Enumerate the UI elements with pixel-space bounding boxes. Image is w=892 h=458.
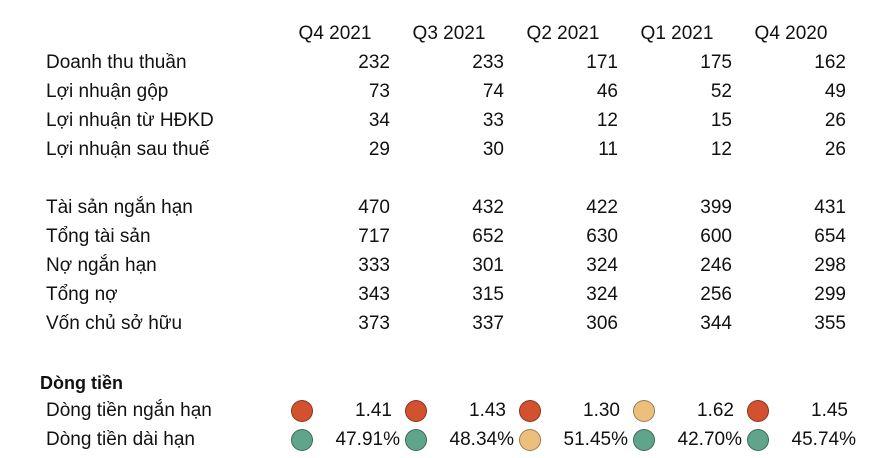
table-cell: 46 xyxy=(596,81,618,102)
status-indicator-icon xyxy=(291,400,313,422)
row-label: Doanh thu thuần xyxy=(46,52,187,73)
row-label: Tổng nợ xyxy=(46,284,118,305)
table-cell: 45.74% xyxy=(791,429,856,450)
table-cell: 26 xyxy=(824,139,846,160)
table-cell: 301 xyxy=(472,255,504,276)
status-indicator-icon xyxy=(633,400,655,422)
table-cell: 373 xyxy=(358,313,390,334)
table-cell: 652 xyxy=(472,226,504,247)
column-header: Q4 2020 xyxy=(754,23,828,44)
table-cell: 246 xyxy=(700,255,732,276)
row-label: Lợi nhuận gộp xyxy=(46,81,169,102)
table-cell: 654 xyxy=(814,226,846,247)
table-cell: 298 xyxy=(814,255,846,276)
table-cell: 74 xyxy=(482,81,504,102)
table-cell: 49 xyxy=(824,81,846,102)
table-cell: 422 xyxy=(586,197,618,218)
table-cell: 337 xyxy=(472,313,504,334)
row-label: Tài sản ngắn hạn xyxy=(46,197,193,218)
table-cell: 630 xyxy=(586,226,618,247)
status-indicator-icon xyxy=(747,400,769,422)
section-title: Dòng tiền xyxy=(40,373,123,393)
table-cell: 432 xyxy=(472,197,504,218)
table-cell: 344 xyxy=(700,313,732,334)
status-indicator-icon xyxy=(633,429,655,451)
table-cell: 399 xyxy=(700,197,732,218)
status-indicator-icon xyxy=(519,429,541,451)
table-cell: 30 xyxy=(482,139,504,160)
table-cell: 1.43 xyxy=(469,400,506,421)
table-cell: 600 xyxy=(700,226,732,247)
table-cell: 52 xyxy=(710,81,732,102)
table-cell: 324 xyxy=(586,284,618,305)
table-cell: 34 xyxy=(368,110,390,131)
table-cell: 233 xyxy=(472,52,504,73)
column-header: Q4 2021 xyxy=(298,23,372,44)
table-cell: 470 xyxy=(358,197,390,218)
column-header: Q1 2021 xyxy=(640,23,714,44)
column-header: Q2 2021 xyxy=(526,23,600,44)
row-label: Tổng tài sản xyxy=(46,226,151,247)
table-cell: 1.41 xyxy=(355,400,392,421)
status-indicator-icon xyxy=(405,429,427,451)
row-label: Nợ ngắn hạn xyxy=(46,255,157,276)
table-cell: 47.91% xyxy=(335,429,400,450)
status-indicator-icon xyxy=(291,429,313,451)
table-cell: 1.62 xyxy=(697,400,734,421)
row-label: Dòng tiền ngắn hạn xyxy=(46,400,212,421)
table-cell: 73 xyxy=(368,81,390,102)
row-label: Vốn chủ sở hữu xyxy=(46,313,183,334)
table-cell: 162 xyxy=(814,52,846,73)
table-cell: 175 xyxy=(700,52,732,73)
table-cell: 26 xyxy=(824,110,846,131)
table-cell: 1.30 xyxy=(583,400,620,421)
table-cell: 29 xyxy=(368,139,390,160)
table-cell: 12 xyxy=(596,110,618,131)
table-cell: 1.45 xyxy=(811,400,848,421)
table-cell: 333 xyxy=(358,255,390,276)
column-header: Q3 2021 xyxy=(412,23,486,44)
table-cell: 11 xyxy=(598,139,618,160)
table-cell: 171 xyxy=(586,52,618,73)
table-cell: 299 xyxy=(814,284,846,305)
table-cell: 431 xyxy=(814,197,846,218)
table-cell: 717 xyxy=(358,226,390,247)
table-cell: 232 xyxy=(358,52,390,73)
table-cell: 324 xyxy=(586,255,618,276)
row-label: Lợi nhuận sau thuế xyxy=(46,139,210,160)
table-cell: 315 xyxy=(472,284,504,305)
table-cell: 256 xyxy=(700,284,732,305)
table-cell: 42.70% xyxy=(677,429,742,450)
table-cell: 33 xyxy=(482,110,504,131)
table-cell: 306 xyxy=(586,313,618,334)
table-cell: 343 xyxy=(358,284,390,305)
status-indicator-icon xyxy=(405,400,427,422)
table-cell: 51.45% xyxy=(563,429,628,450)
table-cell: 12 xyxy=(710,139,732,160)
row-label: Dòng tiền dài hạn xyxy=(46,429,195,450)
table-cell: 48.34% xyxy=(449,429,514,450)
table-cell: 15 xyxy=(710,110,732,131)
status-indicator-icon xyxy=(747,429,769,451)
table-cell: 355 xyxy=(814,313,846,334)
row-label: Lợi nhuận từ HĐKD xyxy=(46,110,214,131)
status-indicator-icon xyxy=(519,400,541,422)
